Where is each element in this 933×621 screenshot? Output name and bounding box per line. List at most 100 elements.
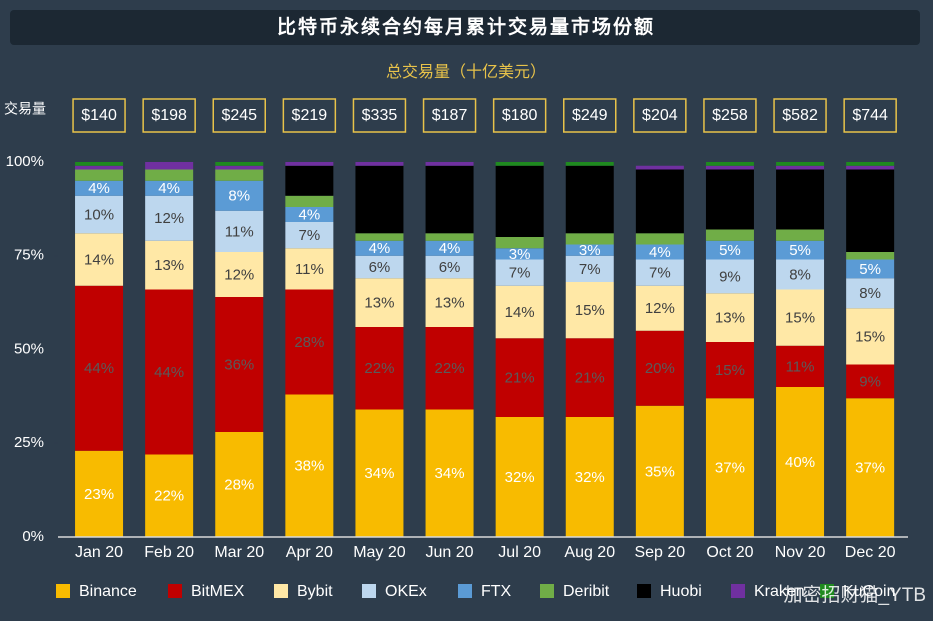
- legend-label: Bybit: [297, 583, 333, 600]
- total-box: [422, 98, 477, 133]
- bar-segment: [75, 165, 124, 170]
- total-box: [212, 98, 266, 133]
- bar-segment: [355, 409, 404, 537]
- data-label: 8%: [228, 188, 250, 205]
- total-label: $198: [151, 107, 187, 124]
- bar-segment: [285, 195, 334, 207]
- title-bar: [10, 10, 920, 45]
- data-label: 11%: [786, 358, 815, 375]
- bar-segment: [495, 248, 544, 260]
- data-label: 8%: [859, 285, 881, 302]
- bar-segment: [705, 162, 754, 166]
- bar-segment: [635, 244, 684, 260]
- bar-segment: [846, 259, 895, 279]
- bar-segment: [776, 387, 825, 537]
- legend-label: OKEx: [385, 583, 427, 600]
- total-label: $187: [432, 107, 468, 124]
- bar-segment: [776, 259, 825, 290]
- data-label: 5%: [789, 242, 811, 259]
- data-label: 34%: [435, 465, 465, 482]
- total-label: $744: [852, 107, 888, 124]
- x-tick-label: Feb 20: [144, 544, 194, 561]
- bar-segment: [425, 165, 474, 234]
- data-label: 13%: [715, 310, 745, 327]
- bar-segment: [705, 240, 754, 260]
- y-tick-label: 75%: [14, 247, 44, 264]
- data-label: 12%: [645, 300, 675, 317]
- bar-segment: [846, 162, 895, 166]
- bar-segment: [776, 162, 825, 166]
- legend-swatch: [56, 584, 70, 598]
- total-label: $204: [642, 107, 678, 124]
- data-label: 5%: [859, 261, 881, 278]
- bar-segment: [355, 327, 404, 410]
- data-label: 40%: [785, 454, 815, 471]
- chart-title: 比特币永续合约每月累计交易量市场份额: [277, 15, 655, 38]
- bar-segment: [705, 229, 754, 241]
- legend-swatch: [731, 584, 745, 598]
- data-label: 10%: [84, 206, 114, 223]
- bar-segment: [285, 394, 334, 537]
- data-label: 32%: [575, 469, 605, 486]
- bar-segment: [776, 240, 825, 260]
- data-label: 6%: [369, 259, 391, 276]
- data-label: 6%: [439, 259, 461, 276]
- y-tick-label: 100%: [6, 153, 44, 170]
- data-label: 8%: [789, 266, 811, 283]
- bar-segment: [145, 169, 194, 181]
- bar-segment: [215, 162, 264, 166]
- data-label: 44%: [154, 364, 184, 381]
- bar-segment: [846, 308, 895, 365]
- data-label: 28%: [294, 334, 324, 351]
- data-label: 7%: [299, 227, 321, 244]
- total-label: $140: [81, 107, 117, 124]
- bar-segment: [145, 162, 194, 170]
- data-label: 38%: [294, 458, 324, 475]
- data-label: 28%: [224, 476, 254, 493]
- y-tick-label: 50%: [14, 340, 44, 357]
- bar-segment: [495, 162, 544, 166]
- data-label: 14%: [505, 304, 535, 321]
- bar-segment: [846, 278, 895, 309]
- data-label: 4%: [649, 244, 671, 261]
- data-label: 4%: [299, 206, 321, 223]
- legend-label: Binance: [79, 583, 137, 600]
- data-label: 15%: [715, 362, 745, 379]
- bar-segment: [565, 417, 614, 537]
- data-label: 14%: [84, 251, 114, 268]
- total-box: [72, 98, 126, 133]
- bar-segment: [495, 417, 544, 537]
- bar-segment: [635, 285, 684, 331]
- bar-segment: [705, 342, 754, 399]
- data-label: 7%: [579, 261, 601, 278]
- bar-segment: [846, 165, 895, 170]
- bar-segment: [285, 207, 334, 222]
- data-label: 11%: [295, 261, 324, 278]
- total-label: $219: [292, 107, 328, 124]
- data-label: 22%: [435, 360, 465, 377]
- bar-segment: [846, 398, 895, 537]
- data-label: 12%: [224, 266, 254, 283]
- bar-segment: [75, 285, 124, 451]
- legend-swatch: [274, 584, 288, 598]
- totals-label: 交易量: [4, 101, 46, 117]
- total-label: $245: [221, 107, 257, 124]
- legend-swatch: [458, 584, 472, 598]
- data-label: 13%: [435, 295, 465, 312]
- bar-segment: [145, 240, 194, 290]
- legend-label: BitMEX: [191, 583, 245, 600]
- legend-label: Kraken: [754, 583, 805, 600]
- bar-segment: [75, 169, 124, 181]
- total-box: [773, 98, 827, 133]
- bar-segment: [565, 282, 614, 339]
- bar-segment: [285, 162, 334, 166]
- bar-segment: [285, 165, 334, 196]
- data-label: 21%: [575, 370, 605, 387]
- x-tick-label: Nov 20: [775, 544, 826, 561]
- bar-segment: [495, 237, 544, 249]
- data-label: 44%: [84, 360, 114, 377]
- bar-segment: [776, 165, 825, 170]
- data-label: 34%: [364, 465, 394, 482]
- bar-segment: [635, 233, 684, 245]
